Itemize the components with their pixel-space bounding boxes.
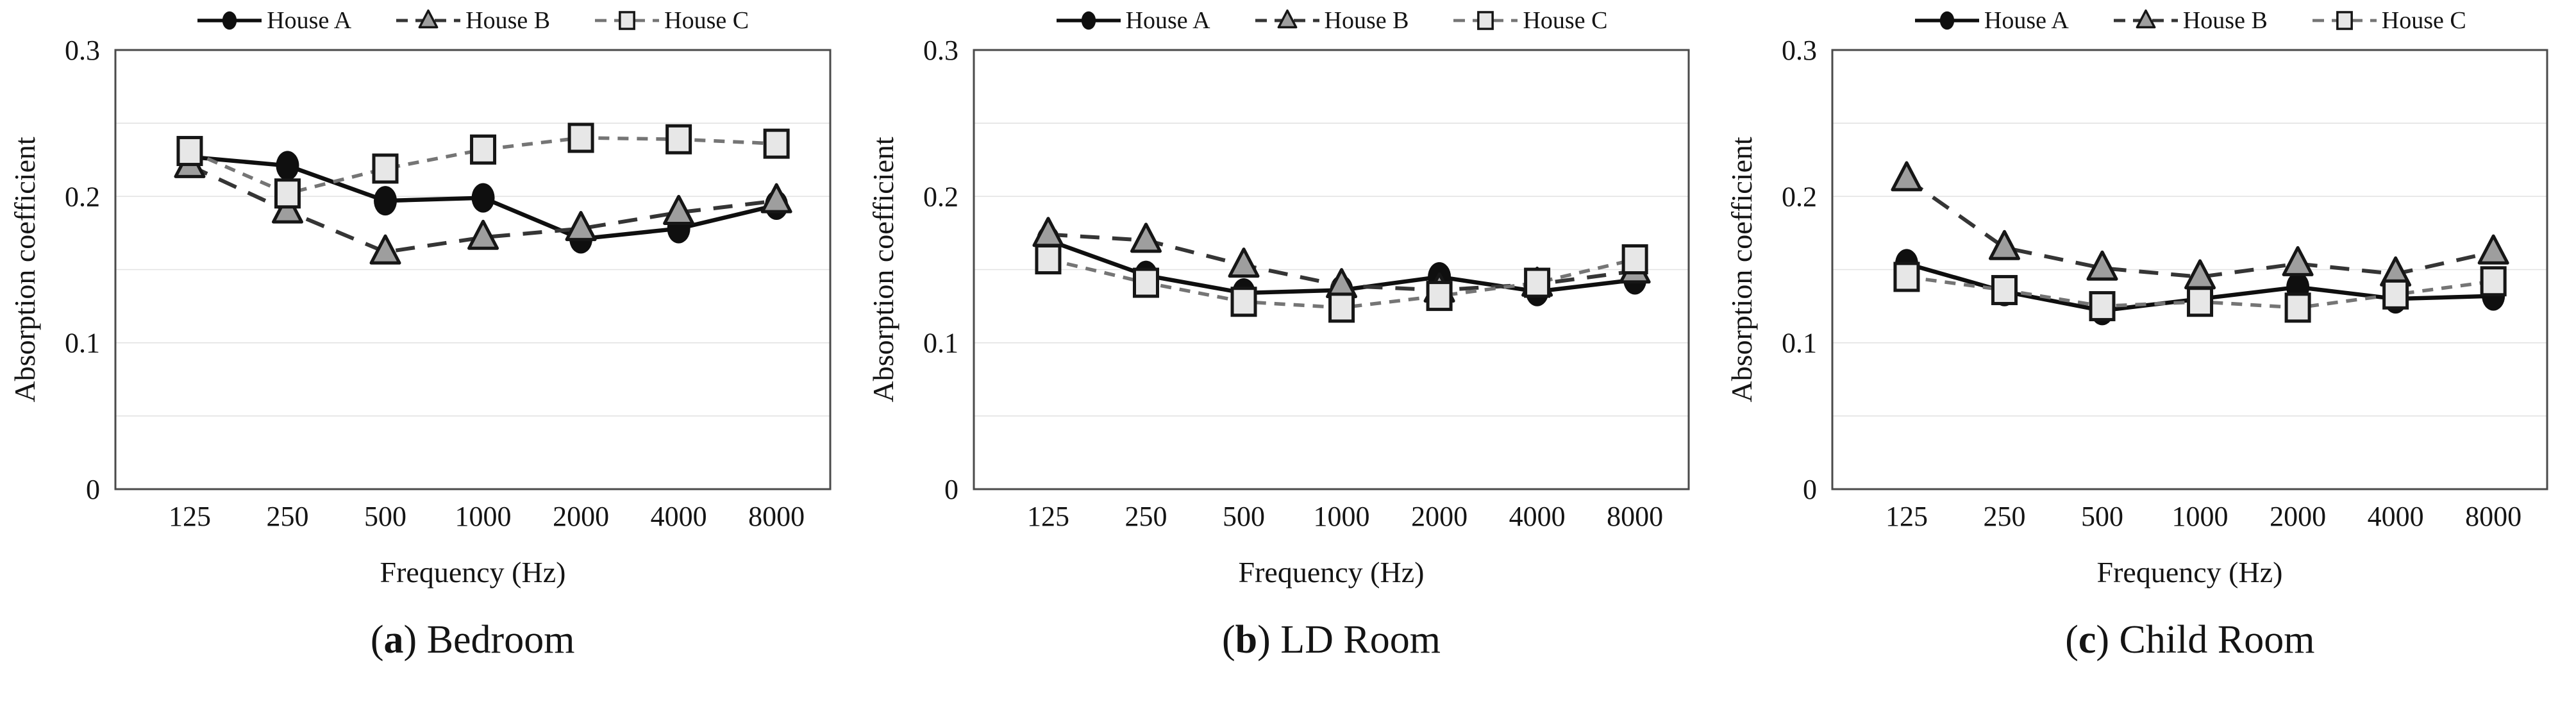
legend-label: House A bbox=[1984, 7, 2069, 34]
legend-item-house-a: House A bbox=[1055, 6, 1210, 35]
line-chart-child-room: 0.3 0.2 0.1 0 125 250 500 1000 2000 4000 8000 Absor… bbox=[1725, 37, 2548, 589]
svg-text:250: 250 bbox=[266, 501, 308, 532]
svg-text:Absorption coefficient: Absorption coefficient bbox=[8, 137, 41, 403]
legend-label: House B bbox=[465, 7, 551, 34]
svg-text:2000: 2000 bbox=[553, 501, 609, 532]
svg-text:2000: 2000 bbox=[1411, 501, 1468, 532]
svg-text:500: 500 bbox=[1223, 501, 1265, 532]
svg-text:125: 125 bbox=[169, 501, 211, 532]
house-c-line-marker-icon bbox=[2312, 11, 2377, 30]
legend-item-house-c: House C bbox=[2311, 6, 2466, 35]
house-a-line-marker-icon bbox=[197, 11, 262, 30]
house-c-line-marker-icon bbox=[1453, 11, 1518, 30]
svg-text:Absorption coefficient: Absorption coefficient bbox=[1725, 137, 1758, 403]
house-a-line-marker-icon bbox=[1056, 11, 1121, 30]
svg-text:0: 0 bbox=[86, 474, 100, 505]
svg-text:500: 500 bbox=[364, 501, 406, 532]
svg-text:4000: 4000 bbox=[650, 501, 707, 532]
chart-caption: (c) Child Room bbox=[1804, 618, 2576, 662]
house-b-line-marker-icon bbox=[2113, 9, 2178, 29]
legend-item-house-c: House C bbox=[1452, 6, 1607, 35]
caption-text: LD Room bbox=[1280, 618, 1441, 662]
panel-child-room: House A House B House C 0.3 0.2 0.1 0 125 250… bbox=[1718, 0, 2576, 702]
caption-paren-close: ) bbox=[2096, 618, 2110, 662]
svg-text:Frequency (Hz): Frequency (Hz) bbox=[380, 556, 565, 589]
panel-bedroom: House A House B House C 0.3 0.2 0.1 0 125 250… bbox=[0, 0, 858, 702]
line-chart-ld-room: 0.3 0.2 0.1 0 125 250 500 1000 2000 4000 8000 Absor… bbox=[867, 37, 1690, 589]
svg-text:0.3: 0.3 bbox=[65, 37, 100, 66]
svg-text:Absorption coefficient: Absorption coefficient bbox=[867, 137, 899, 403]
legend-label: House A bbox=[1125, 7, 1210, 34]
svg-text:Frequency (Hz): Frequency (Hz) bbox=[1239, 556, 1425, 589]
legend-item-house-a: House A bbox=[1914, 6, 2069, 35]
legend: House A House B House C bbox=[945, 4, 1717, 37]
svg-text:0.2: 0.2 bbox=[1782, 181, 1817, 212]
caption-paren-close: ) bbox=[403, 618, 417, 662]
svg-text:8000: 8000 bbox=[2465, 501, 2522, 532]
house-a-line-marker-icon bbox=[1914, 11, 1979, 30]
legend-label: House B bbox=[1324, 7, 1409, 34]
caption-text: Bedroom bbox=[426, 618, 575, 662]
legend-item-house-c: House C bbox=[594, 6, 749, 35]
legend-item-house-a: House A bbox=[196, 6, 351, 35]
legend-item-house-b: House B bbox=[1254, 6, 1409, 35]
svg-text:4000: 4000 bbox=[1509, 501, 1566, 532]
chart-caption: (b) LD Room bbox=[945, 618, 1717, 662]
svg-text:250: 250 bbox=[1125, 501, 1167, 532]
caption-paren-open: ( bbox=[2065, 618, 2078, 662]
caption-paren-open: ( bbox=[370, 618, 384, 662]
svg-text:2000: 2000 bbox=[2270, 501, 2326, 532]
caption-paren-close: ) bbox=[1257, 618, 1271, 662]
svg-text:8000: 8000 bbox=[748, 501, 805, 532]
svg-text:0: 0 bbox=[1803, 474, 1817, 505]
legend: House A House B House C bbox=[87, 4, 858, 37]
svg-text:0.2: 0.2 bbox=[65, 181, 100, 212]
legend: House A House B House C bbox=[1804, 4, 2576, 37]
house-c-line-marker-icon bbox=[595, 11, 660, 30]
line-chart-bedroom: 0.3 0.2 0.1 0 125 250 500 1000 2000 4000 8000 Absor… bbox=[8, 37, 832, 589]
caption-letter: c bbox=[2078, 618, 2096, 662]
svg-text:0.1: 0.1 bbox=[65, 328, 100, 359]
panel-ld-room: House A House B House C 0.3 0.2 0.1 0 125 250… bbox=[858, 0, 1717, 702]
svg-text:0.2: 0.2 bbox=[923, 181, 958, 212]
caption-text: Child Room bbox=[2119, 618, 2315, 662]
legend-item-house-b: House B bbox=[2112, 6, 2268, 35]
chart-caption: (a) Bedroom bbox=[87, 618, 858, 662]
legend-item-house-b: House B bbox=[395, 6, 550, 35]
legend-label: House C bbox=[2381, 7, 2466, 34]
svg-text:0: 0 bbox=[944, 474, 958, 505]
svg-text:4000: 4000 bbox=[2368, 501, 2424, 532]
svg-text:Frequency (Hz): Frequency (Hz) bbox=[2097, 556, 2283, 589]
svg-text:0.1: 0.1 bbox=[923, 328, 958, 359]
legend-label: House C bbox=[664, 7, 749, 34]
svg-text:0.3: 0.3 bbox=[1782, 37, 1817, 66]
svg-text:500: 500 bbox=[2081, 501, 2123, 532]
caption-letter: a bbox=[383, 618, 404, 662]
legend-label: House B bbox=[2182, 7, 2268, 34]
svg-text:8000: 8000 bbox=[1607, 501, 1663, 532]
svg-text:0.3: 0.3 bbox=[923, 37, 958, 66]
svg-text:1000: 1000 bbox=[455, 501, 511, 532]
svg-text:125: 125 bbox=[1886, 501, 1928, 532]
svg-text:125: 125 bbox=[1027, 501, 1069, 532]
legend-label: House A bbox=[267, 7, 352, 34]
caption-letter: b bbox=[1235, 618, 1258, 662]
svg-text:250: 250 bbox=[1984, 501, 2026, 532]
svg-text:1000: 1000 bbox=[2172, 501, 2229, 532]
svg-text:1000: 1000 bbox=[1314, 501, 1370, 532]
svg-text:0.1: 0.1 bbox=[1782, 328, 1817, 359]
house-b-line-marker-icon bbox=[1255, 9, 1319, 29]
caption-paren-open: ( bbox=[1221, 618, 1235, 662]
house-b-line-marker-icon bbox=[396, 9, 461, 29]
legend-label: House C bbox=[1523, 7, 1608, 34]
